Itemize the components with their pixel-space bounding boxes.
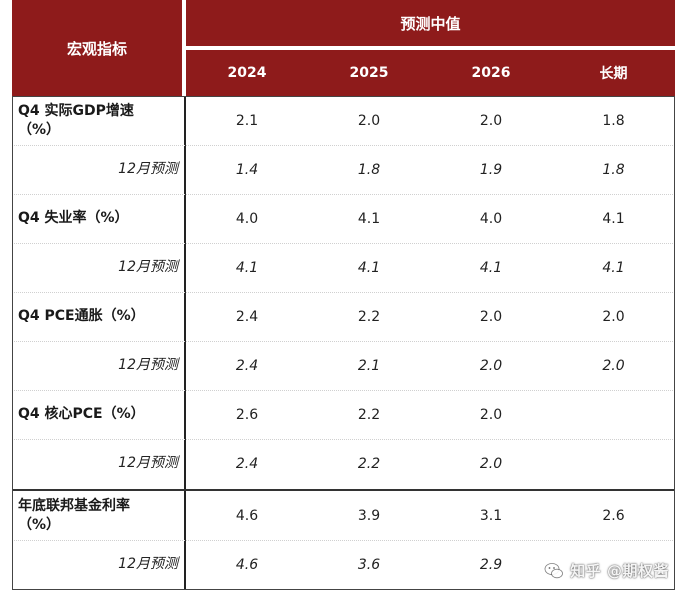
row-divider xyxy=(12,145,675,146)
cell-value: 3.6 xyxy=(357,556,381,573)
cell-value: 2.0 xyxy=(602,308,625,325)
row-divider xyxy=(12,390,675,391)
cell-value: 2.2 xyxy=(357,406,381,423)
cell-value: 2.2 xyxy=(357,308,381,325)
table-body: Q4 实际GDP增速 （%） 2.1 2.0 2.0 1.8 12月预测 1.4… xyxy=(12,96,675,590)
cell-value: 2.1 xyxy=(357,357,381,374)
row-divider xyxy=(12,243,675,244)
cell-value: 2.0 xyxy=(357,112,381,129)
cell-value: 2.4 xyxy=(235,357,259,374)
row-divider xyxy=(12,292,675,293)
cell-value: 2.0 xyxy=(479,308,503,325)
cell-value: 2.6 xyxy=(235,406,259,423)
cell-value: 4.1 xyxy=(602,259,625,276)
cell-value: 2.0 xyxy=(479,357,503,374)
cell-value: 2.4 xyxy=(235,455,259,472)
header-macro-indicator: 宏观指标 xyxy=(12,0,184,96)
row-divider xyxy=(12,439,675,440)
row-label: 年底联邦基金利率 （%） xyxy=(18,497,130,533)
cell-value: 2.0 xyxy=(602,357,625,374)
cell-value: 4.1 xyxy=(357,259,381,276)
cell-value: 4.6 xyxy=(235,507,259,524)
cell-value: 1.8 xyxy=(602,161,625,178)
cell-value: 2.9 xyxy=(479,556,503,573)
cell-value: 3.1 xyxy=(479,507,503,524)
row-label: 12月预测 xyxy=(118,357,178,373)
row-divider xyxy=(12,540,675,541)
table-row: 12月预测 2.4 2.2 2.0 xyxy=(12,439,675,488)
cell-value: 4.1 xyxy=(357,210,381,227)
cell-value: 2.1 xyxy=(235,112,259,129)
cell-value: 2.6 xyxy=(602,507,625,524)
header-year-2026: 2026 xyxy=(430,50,552,96)
label-column-divider xyxy=(184,96,186,590)
cell-value: 4.0 xyxy=(235,210,259,227)
cell-value: 2.0 xyxy=(479,406,503,423)
watermark-text: 知乎 @期权酱 xyxy=(570,562,669,580)
cell-value: 4.0 xyxy=(479,210,503,227)
cell-value: 1.4 xyxy=(235,161,259,178)
row-label: 12月预测 xyxy=(118,556,178,572)
header-year-longrun: 长期 xyxy=(552,50,675,96)
table-row: 12月预测 4.1 4.1 4.1 4.1 xyxy=(12,243,675,292)
cell-value: 4.6 xyxy=(235,556,259,573)
header-year-2024: 2024 xyxy=(186,50,308,96)
cell-value xyxy=(552,390,675,439)
cell-value: 4.1 xyxy=(602,210,625,227)
table-row: 12月预测 2.4 2.1 2.0 2.0 xyxy=(12,341,675,390)
header-median-forecast: 预测中值 xyxy=(186,0,675,48)
row-divider xyxy=(12,341,675,342)
cell-value xyxy=(552,439,675,488)
row-label: 12月预测 xyxy=(118,455,178,471)
cell-value: 2.2 xyxy=(357,455,381,472)
row-label: 12月预测 xyxy=(118,259,178,275)
table-row: 12月预测 4.6 3.6 2.9 xyxy=(12,540,675,589)
cell-value: 2.0 xyxy=(479,112,503,129)
table-row: Q4 PCE通胀（%） 2.4 2.2 2.0 2.0 xyxy=(12,292,675,341)
table-row: 年底联邦基金利率 （%） 4.6 3.9 3.1 2.6 xyxy=(12,491,675,540)
row-label: Q4 核心PCE（%） xyxy=(18,406,145,422)
cell-value: 2.0 xyxy=(479,455,503,472)
table-row: Q4 核心PCE（%） 2.6 2.2 2.0 xyxy=(12,390,675,439)
section-divider xyxy=(12,489,675,491)
cell-value: 3.9 xyxy=(357,507,381,524)
table-row: Q4 失业率（%） 4.0 4.1 4.0 4.1 xyxy=(12,194,675,243)
watermark: 知乎 @期权酱 xyxy=(544,560,669,581)
row-label: Q4 实际GDP增速 （%） xyxy=(18,102,134,138)
cell-value: 2.4 xyxy=(235,308,259,325)
cell-value: 1.8 xyxy=(357,161,381,178)
cell-value: 4.1 xyxy=(479,259,503,276)
row-label: Q4 PCE通胀（%） xyxy=(18,308,145,324)
table-row: 12月预测 1.4 1.8 1.9 1.8 xyxy=(12,145,675,194)
table-row: Q4 实际GDP增速 （%） 2.1 2.0 2.0 1.8 xyxy=(12,96,675,145)
row-label: Q4 失业率（%） xyxy=(18,210,129,226)
header-year-2025: 2025 xyxy=(308,50,430,96)
row-divider xyxy=(12,194,675,195)
cell-value: 1.8 xyxy=(602,112,625,129)
forecast-table: 宏观指标 预测中值 2024 2025 2026 长期 Q4 实际GDP增速 （… xyxy=(12,0,675,590)
cell-value: 4.1 xyxy=(235,259,259,276)
cell-value: 1.9 xyxy=(479,161,503,178)
wechat-bubble-icon xyxy=(544,562,564,578)
row-label: 12月预测 xyxy=(118,161,178,177)
